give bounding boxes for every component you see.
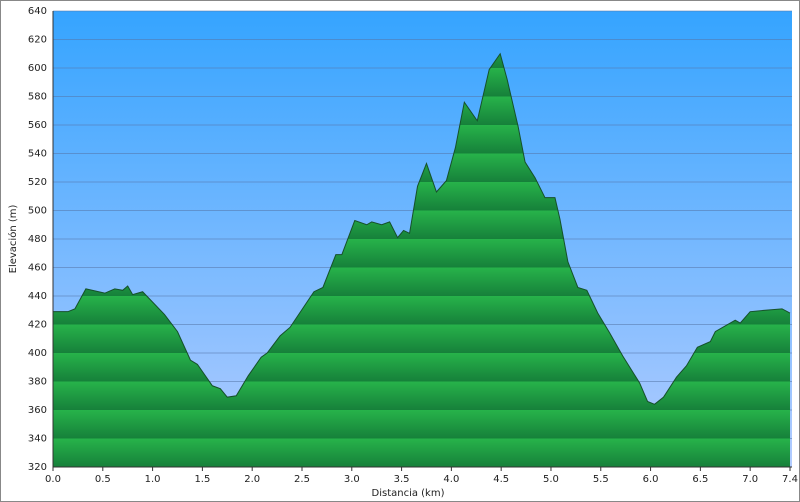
y-axis-label: Elevación (m) — [7, 205, 19, 274]
y-tick-label: 540 — [28, 149, 47, 160]
y-tick-label: 520 — [28, 177, 47, 188]
y-tick-label: 380 — [28, 377, 47, 388]
y-tick-label: 340 — [28, 434, 47, 445]
x-tick-label: 3.0 — [344, 474, 360, 485]
y-tick-label: 640 — [28, 6, 47, 17]
x-tick-label: 2.5 — [294, 474, 310, 485]
y-tick-label: 460 — [28, 263, 47, 274]
x-tick-label: 6.5 — [692, 474, 708, 485]
y-tick-label: 600 — [28, 63, 47, 74]
x-tick-label: 5.5 — [593, 474, 609, 485]
y-tick-label: 400 — [28, 348, 47, 359]
x-tick-label: 4.0 — [443, 474, 459, 485]
x-tick-label: 3.5 — [394, 474, 410, 485]
y-tick-label: 320 — [28, 462, 47, 473]
x-tick-label: 1.5 — [194, 474, 210, 485]
x-tick-label: 5.0 — [543, 474, 559, 485]
y-tick-label: 420 — [28, 320, 47, 331]
x-tick-label: 0.0 — [45, 474, 61, 485]
area-fill — [53, 53, 790, 467]
y-tick-label: 620 — [28, 35, 47, 46]
x-axis-label: Distancia (km) — [372, 488, 445, 499]
x-tick-label: 7.4 — [782, 474, 798, 485]
x-tick-label: 1.0 — [145, 474, 161, 485]
x-tick-label: 4.5 — [493, 474, 509, 485]
y-tick-label: 360 — [28, 405, 47, 416]
y-tick-label: 480 — [28, 234, 47, 245]
y-tick-label: 500 — [28, 206, 47, 217]
x-tick-label: 6.0 — [643, 474, 659, 485]
y-tick-label: 440 — [28, 291, 47, 302]
x-tick-label: 2.0 — [244, 474, 260, 485]
y-tick-label: 580 — [28, 92, 47, 103]
y-tick-label: 560 — [28, 120, 47, 131]
x-tick-label: 7.0 — [742, 474, 758, 485]
x-tick-label: 0.5 — [95, 474, 111, 485]
elevation-line — [53, 52, 791, 405]
